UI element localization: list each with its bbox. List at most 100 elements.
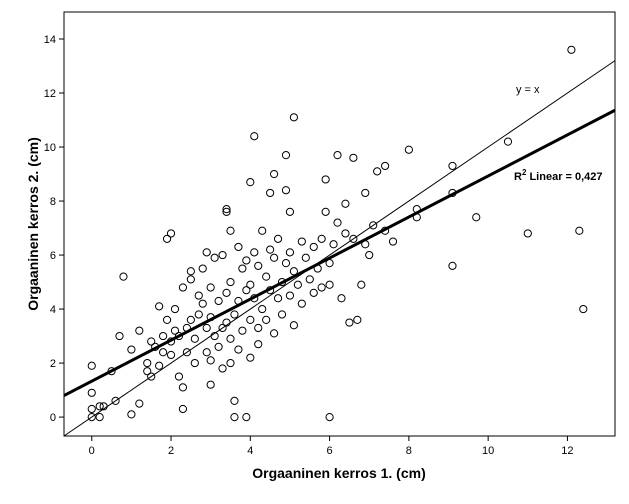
data-point (222, 205, 231, 214)
data-point (127, 345, 136, 354)
data-point (186, 315, 195, 324)
data-point (206, 283, 215, 292)
data-point (174, 372, 184, 381)
data-point (170, 304, 180, 314)
data-point (166, 229, 176, 238)
data-point (503, 137, 513, 146)
data-point (147, 337, 156, 346)
data-point (214, 342, 223, 351)
data-point (87, 404, 96, 414)
data-point (206, 356, 215, 365)
data-point (115, 331, 124, 341)
data-point (579, 304, 588, 314)
data-point (448, 161, 457, 171)
data-point (273, 294, 283, 303)
data-point (155, 302, 164, 311)
data-point (325, 280, 334, 289)
data-point (155, 361, 164, 370)
data-point (242, 256, 251, 265)
data-point (238, 264, 247, 273)
data-point (262, 315, 271, 324)
data-point (159, 331, 168, 341)
data-point (254, 261, 263, 270)
data-point (186, 267, 195, 276)
data-point (297, 237, 306, 246)
data-point (242, 412, 251, 422)
y-tick-label: 14 (44, 34, 56, 46)
x-tick-label: 2 (168, 445, 174, 457)
data-point (349, 153, 358, 162)
data-point (178, 283, 188, 292)
data-point (305, 275, 314, 284)
data-point (321, 175, 330, 184)
data-point (250, 248, 259, 257)
data-point (289, 113, 299, 122)
data-point (369, 221, 378, 230)
data-point (404, 145, 413, 154)
data-point (301, 253, 310, 262)
data-point (325, 412, 334, 422)
data-point (135, 399, 144, 408)
data-point (317, 283, 326, 292)
data-point (178, 383, 188, 392)
data-point (226, 226, 235, 235)
reference-lines (63, 60, 616, 437)
data-point (388, 237, 398, 246)
y-tick-label: 0 (50, 412, 56, 424)
data-point (194, 310, 203, 319)
y-tick-label: 10 (44, 142, 56, 154)
data-point (174, 331, 184, 341)
data-point (345, 318, 354, 327)
data-point (281, 151, 291, 160)
data-point (218, 250, 227, 260)
fit-label-suffix: Linear = 0,427 (526, 171, 602, 183)
data-point (119, 272, 128, 281)
data-point (357, 280, 366, 289)
data-point (281, 259, 291, 268)
data-point (289, 321, 299, 330)
data-point (246, 280, 255, 289)
data-point (269, 169, 279, 179)
data-point (269, 329, 279, 338)
y-tick-label: 2 (50, 358, 56, 370)
data-point (321, 207, 330, 216)
data-point (87, 412, 96, 422)
data-point (242, 286, 251, 295)
data-point (230, 310, 239, 319)
data-point (353, 315, 362, 324)
x-tick-label: 12 (561, 445, 573, 457)
data-point (162, 315, 172, 324)
data-point (234, 345, 243, 354)
data-point (87, 361, 96, 370)
data-point (273, 234, 283, 243)
data-point (266, 188, 275, 198)
data-point (333, 151, 342, 160)
data-point (182, 348, 191, 357)
x-tick-label: 10 (482, 445, 494, 457)
data-point (254, 323, 263, 333)
data-point (198, 299, 207, 308)
data-point (365, 250, 374, 260)
y-tick-label: 8 (50, 196, 56, 208)
data-point (210, 253, 219, 262)
data-point (567, 45, 576, 54)
data-point (206, 380, 215, 389)
data-point (230, 412, 239, 422)
x-tick-label: 6 (327, 445, 333, 457)
data-point (186, 275, 195, 284)
data-point (218, 364, 227, 373)
data-point (285, 248, 295, 257)
data-point (361, 188, 370, 198)
data-point (222, 288, 231, 297)
data-point (341, 229, 350, 238)
data-point (202, 248, 211, 257)
fit-line (63, 108, 616, 397)
fit-line-label: R2 Linear = 0,427 (514, 168, 603, 183)
data-point (309, 242, 318, 252)
data-point (159, 348, 168, 357)
data-point (222, 207, 231, 216)
data-point (230, 396, 239, 405)
data-point (333, 218, 342, 227)
data-point (127, 410, 136, 419)
